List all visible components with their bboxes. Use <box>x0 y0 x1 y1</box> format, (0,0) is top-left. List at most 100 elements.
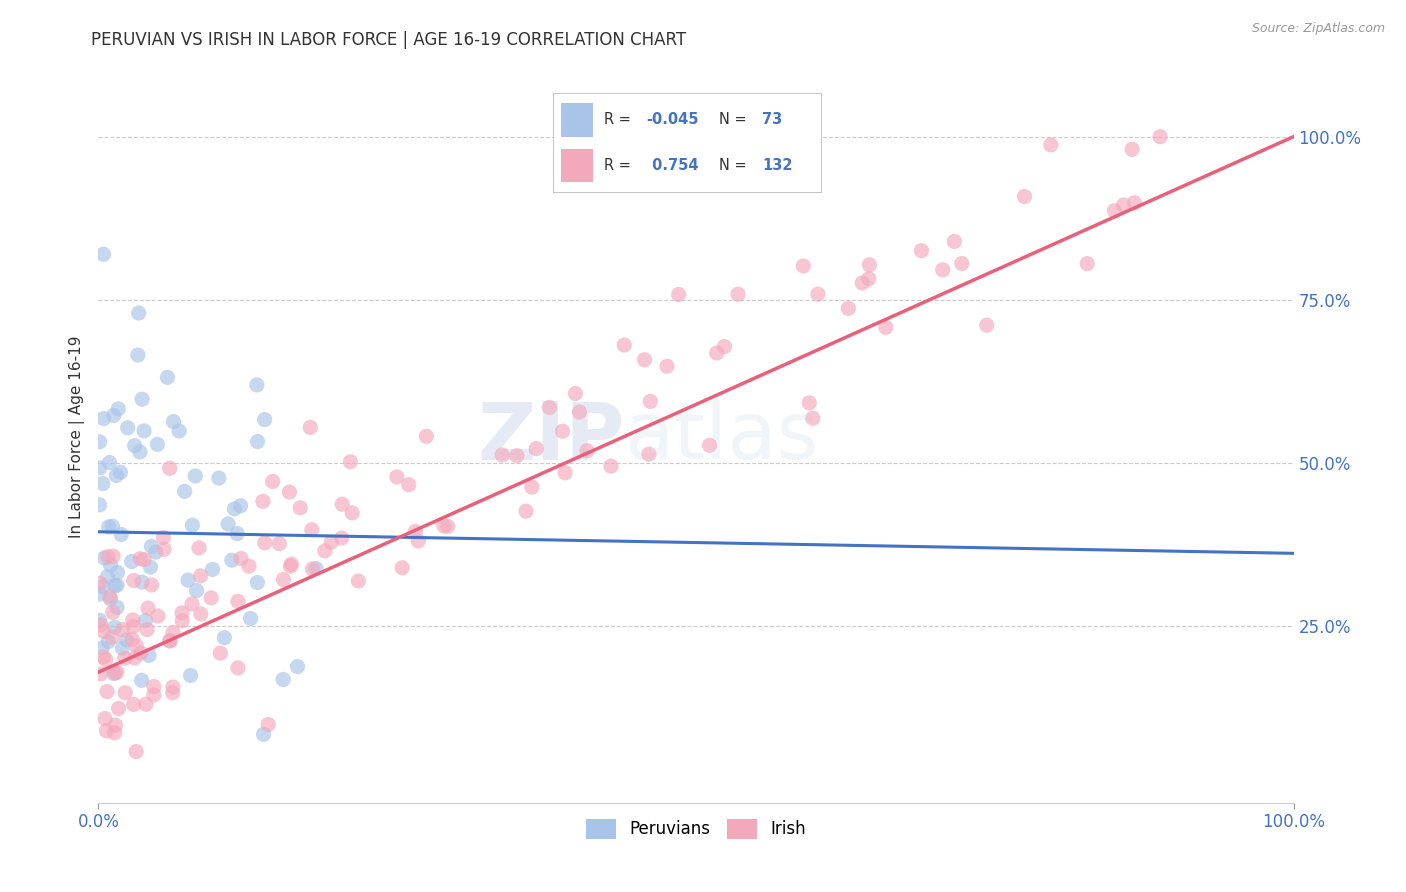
Point <box>433 519 456 533</box>
Point <box>100 558 122 573</box>
Point <box>135 698 157 712</box>
Point <box>98 456 121 470</box>
Point <box>1104 203 1126 218</box>
Point <box>269 536 291 550</box>
Point <box>105 578 128 592</box>
Point <box>131 392 153 407</box>
Point <box>129 551 152 566</box>
Point <box>262 475 284 489</box>
Point <box>104 620 127 634</box>
Point <box>94 653 117 667</box>
Point <box>173 484 195 499</box>
Point <box>520 480 543 494</box>
Point <box>104 665 127 680</box>
Point <box>93 411 115 425</box>
Point <box>177 573 200 587</box>
Point <box>145 545 167 559</box>
Point <box>162 680 184 694</box>
Point <box>633 352 655 367</box>
Point <box>139 560 162 574</box>
Point <box>162 415 184 429</box>
Point <box>1123 195 1146 210</box>
Point <box>290 500 312 515</box>
Point <box>125 745 148 759</box>
Point <box>858 258 880 272</box>
Point <box>801 411 824 425</box>
Point <box>209 646 232 660</box>
Point <box>146 437 169 451</box>
Point <box>576 443 599 458</box>
Point <box>1112 198 1135 212</box>
Point <box>330 531 353 545</box>
Point <box>943 235 966 249</box>
Point <box>105 665 128 680</box>
Point <box>110 527 132 541</box>
Point <box>136 623 159 637</box>
Point <box>252 494 274 508</box>
Point <box>330 497 353 511</box>
Point <box>111 623 134 637</box>
Point <box>134 552 156 566</box>
Point <box>699 438 721 452</box>
Point <box>201 562 224 576</box>
Point <box>101 519 124 533</box>
Point <box>278 485 301 500</box>
Point <box>89 576 111 591</box>
Point <box>190 607 212 621</box>
Point <box>172 614 194 628</box>
Point <box>613 338 636 352</box>
Point <box>404 524 426 539</box>
Point <box>122 698 145 712</box>
Point <box>950 256 973 270</box>
Point <box>93 247 115 261</box>
Point <box>807 287 830 301</box>
Point <box>875 320 897 334</box>
Point <box>159 633 181 648</box>
Point <box>713 340 735 354</box>
Point <box>932 262 955 277</box>
Point <box>129 646 152 660</box>
Point <box>1121 142 1143 156</box>
Point <box>229 499 252 513</box>
Point <box>91 641 114 656</box>
Point <box>638 447 661 461</box>
Point <box>1039 137 1062 152</box>
Point <box>398 477 420 491</box>
Point <box>103 726 125 740</box>
Point <box>554 466 576 480</box>
Point <box>89 498 111 512</box>
Text: Source: ZipAtlas.com: Source: ZipAtlas.com <box>1251 22 1385 36</box>
Point <box>167 424 190 438</box>
Point <box>94 711 117 725</box>
Point <box>89 667 111 681</box>
Point <box>273 573 295 587</box>
Point <box>321 535 343 549</box>
Point <box>159 461 181 475</box>
Point <box>792 259 814 273</box>
Point <box>246 434 269 449</box>
Point <box>600 459 623 474</box>
Point <box>184 469 207 483</box>
Point <box>181 518 204 533</box>
Point <box>190 569 212 583</box>
Point <box>91 476 114 491</box>
Point <box>188 541 211 555</box>
Point <box>107 566 129 580</box>
Point <box>226 526 249 541</box>
Point <box>107 701 129 715</box>
Point <box>103 409 125 423</box>
Point <box>156 370 179 384</box>
Point <box>858 272 880 286</box>
Point <box>221 553 243 567</box>
Point <box>408 534 430 549</box>
Point <box>122 619 145 633</box>
Point <box>640 394 662 409</box>
Point <box>141 540 163 554</box>
Point <box>98 590 121 604</box>
Point <box>727 287 749 301</box>
Point <box>253 412 276 426</box>
Point <box>314 544 336 558</box>
Point <box>104 718 127 732</box>
Text: atlas: atlas <box>624 398 818 476</box>
Point <box>114 686 136 700</box>
